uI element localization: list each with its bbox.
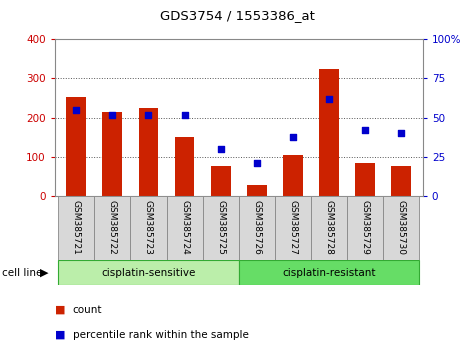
Point bbox=[397, 131, 405, 136]
Point bbox=[181, 112, 189, 118]
Bar bbox=[383, 196, 419, 260]
Text: percentile rank within the sample: percentile rank within the sample bbox=[73, 330, 248, 339]
Point bbox=[217, 147, 225, 152]
Bar bbox=[283, 155, 303, 196]
Bar bbox=[391, 166, 411, 196]
Point bbox=[361, 127, 369, 133]
Text: GSM385730: GSM385730 bbox=[397, 200, 406, 255]
Text: ▶: ▶ bbox=[40, 268, 48, 278]
Bar bbox=[355, 163, 375, 196]
Bar bbox=[347, 196, 383, 260]
Bar bbox=[139, 108, 158, 196]
Bar bbox=[58, 260, 238, 285]
Bar bbox=[131, 196, 167, 260]
Text: ■: ■ bbox=[55, 330, 65, 339]
Text: cisplatin-sensitive: cisplatin-sensitive bbox=[101, 268, 196, 278]
Bar bbox=[311, 196, 347, 260]
Text: GSM385722: GSM385722 bbox=[108, 200, 117, 255]
Bar bbox=[203, 196, 239, 260]
Text: GSM385727: GSM385727 bbox=[288, 200, 297, 255]
Point bbox=[253, 161, 260, 166]
Point bbox=[73, 107, 80, 113]
Text: GSM385726: GSM385726 bbox=[252, 200, 261, 255]
Text: cisplatin-resistant: cisplatin-resistant bbox=[282, 268, 376, 278]
Bar bbox=[319, 69, 339, 196]
Bar bbox=[247, 185, 266, 196]
Text: count: count bbox=[73, 305, 102, 315]
Text: GSM385729: GSM385729 bbox=[361, 200, 370, 255]
Point bbox=[109, 112, 116, 118]
Point bbox=[289, 134, 296, 139]
Bar bbox=[58, 196, 95, 260]
Text: GSM385728: GSM385728 bbox=[324, 200, 333, 255]
Bar bbox=[95, 196, 131, 260]
Text: GSM385725: GSM385725 bbox=[216, 200, 225, 255]
Text: GSM385723: GSM385723 bbox=[144, 200, 153, 255]
Bar bbox=[66, 97, 86, 196]
Bar bbox=[167, 196, 203, 260]
Text: GSM385724: GSM385724 bbox=[180, 200, 189, 255]
Point bbox=[145, 112, 152, 118]
Bar bbox=[239, 260, 419, 285]
Bar bbox=[239, 196, 275, 260]
Bar bbox=[211, 166, 230, 196]
Text: GSM385721: GSM385721 bbox=[72, 200, 81, 255]
Bar bbox=[275, 196, 311, 260]
Point bbox=[325, 96, 332, 102]
Bar bbox=[103, 112, 122, 196]
Text: cell line: cell line bbox=[2, 268, 43, 278]
Text: ■: ■ bbox=[55, 305, 65, 315]
Bar bbox=[175, 137, 194, 196]
Text: GDS3754 / 1553386_at: GDS3754 / 1553386_at bbox=[160, 9, 315, 22]
